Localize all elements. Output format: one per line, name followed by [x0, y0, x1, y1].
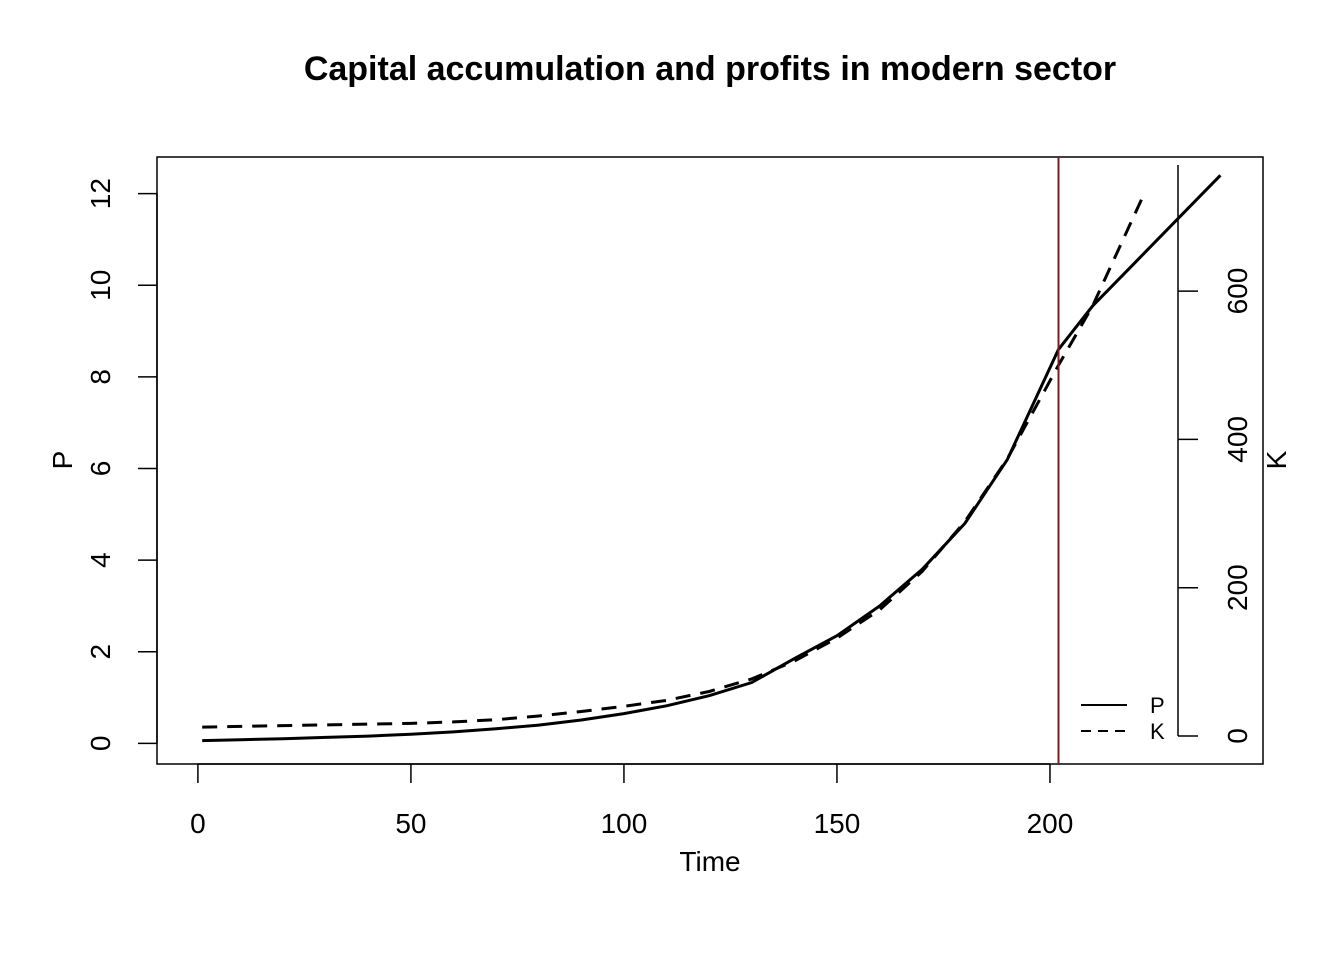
x-tick-label: 50 [395, 808, 426, 839]
y-tick-label: 2 [85, 644, 116, 660]
legend: PK [1081, 693, 1165, 744]
y-tick-label: 0 [85, 736, 116, 752]
legend-label-k: K [1150, 719, 1165, 744]
y2-axis-label: K [1261, 450, 1292, 469]
y2-tick-label: 200 [1222, 564, 1253, 611]
y-axis-label: P [47, 451, 78, 470]
x-axis-label: Time [679, 846, 740, 877]
x-tick-label: 100 [601, 808, 648, 839]
y-tick-label: 6 [85, 461, 116, 477]
y-tick-label: 10 [85, 270, 116, 301]
y2-tick-label: 0 [1222, 728, 1253, 744]
plot-frame [156, 156, 1264, 765]
y-tick-label: 12 [85, 178, 116, 209]
legend-label-p: P [1150, 693, 1165, 718]
y2-tick-label: 600 [1222, 268, 1253, 315]
y-tick-label: 4 [85, 552, 116, 568]
x-tick-label: 150 [814, 808, 861, 839]
x-tick-label: 200 [1027, 808, 1074, 839]
chart-title: Capital accumulation and profits in mode… [304, 50, 1116, 88]
y2-tick-label: 400 [1222, 416, 1253, 463]
series-k-line [202, 194, 1146, 729]
series-p-line [202, 174, 1222, 743]
y-tick-label: 8 [85, 369, 116, 385]
series-layer [202, 174, 1222, 743]
x-axis: 0 50 100 150 200 [190, 763, 1074, 839]
x-tick-label: 0 [190, 808, 206, 839]
y-axis-right: 0 200 400 600 [1177, 165, 1253, 744]
y-axis-left: 0 2 4 6 8 10 12 [85, 178, 158, 752]
